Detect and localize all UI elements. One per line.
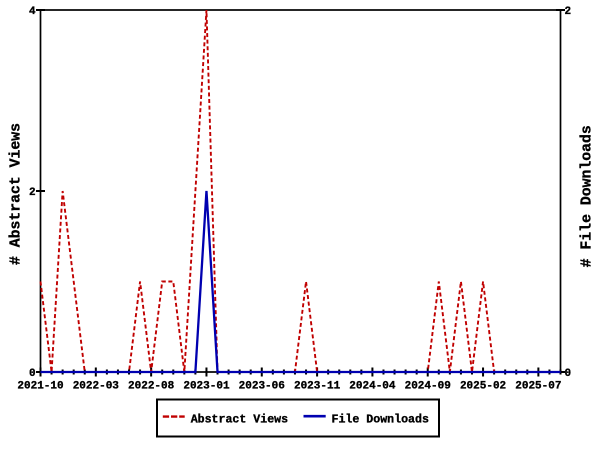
svg-text:2: 2 [565,6,572,18]
svg-text:2: 2 [29,187,36,199]
svg-text:# Abstract Views: # Abstract Views [9,123,25,265]
svg-text:2021-10: 2021-10 [17,381,63,393]
svg-text:2023-01: 2023-01 [183,381,230,393]
svg-text:2022-08: 2022-08 [128,381,175,393]
svg-text:2025-02: 2025-02 [460,381,506,393]
svg-text:2024-04: 2024-04 [349,381,396,393]
svg-text:2023-06: 2023-06 [239,381,285,393]
svg-text:Abstract Views: Abstract Views [191,413,288,426]
svg-text:2025-07: 2025-07 [515,381,561,393]
svg-text:0: 0 [29,368,36,380]
svg-text:0: 0 [565,368,572,380]
svg-text:2022-03: 2022-03 [73,381,120,393]
svg-text:File Downloads: File Downloads [332,413,429,426]
svg-text:# File Downloads: # File Downloads [580,125,596,267]
svg-text:2023-11: 2023-11 [294,381,341,393]
svg-text:2024-09: 2024-09 [405,381,451,393]
svg-text:4: 4 [29,6,36,18]
